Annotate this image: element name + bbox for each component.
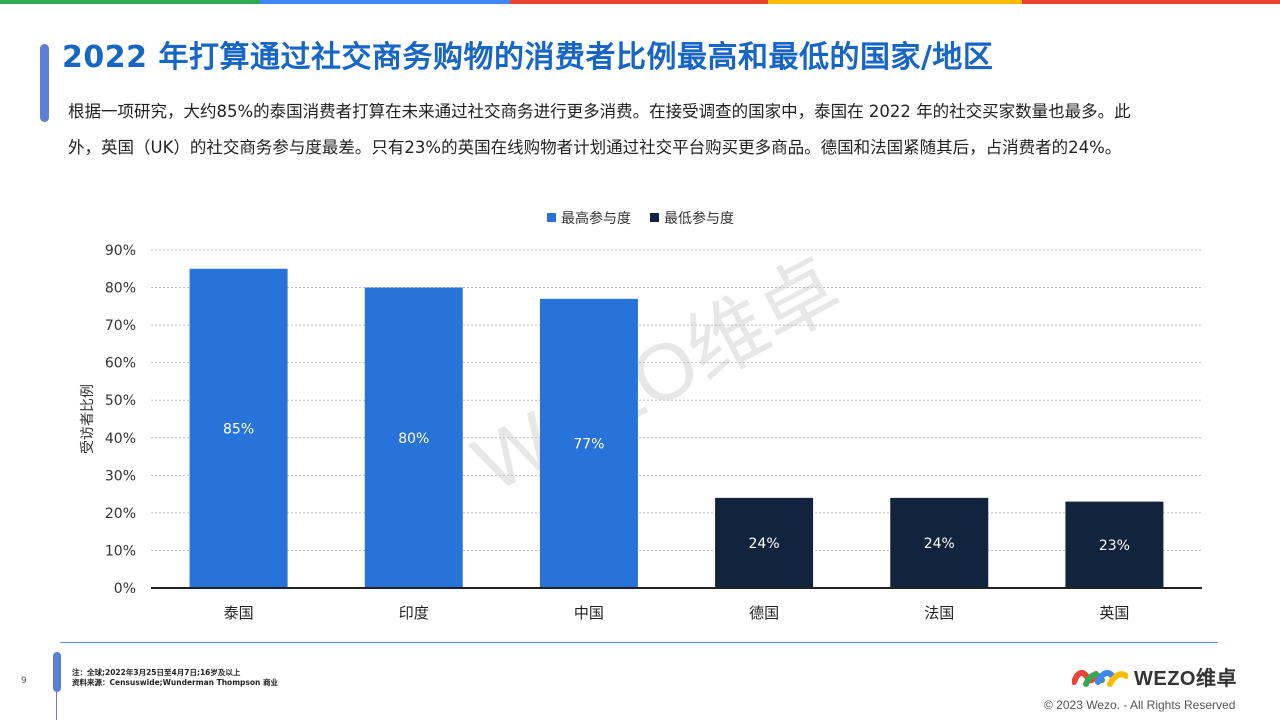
bar-value-label: 24% — [749, 536, 780, 552]
bar — [1065, 501, 1164, 588]
x-tick-label: 中国 — [574, 604, 604, 622]
bar-value-label: 77% — [573, 436, 604, 452]
bar — [890, 497, 989, 588]
title-accent-bar — [40, 44, 49, 122]
legend-label: 最高参与度 — [561, 210, 631, 227]
top-color-bar — [0, 0, 1280, 4]
y-tick-label: 30% — [105, 468, 136, 484]
bar-value-label: 24% — [924, 536, 955, 552]
page-number: 9 — [21, 676, 27, 686]
footer-accent-bar — [53, 652, 61, 692]
page-title: 2022 年打算通过社交商务购物的消费者比例最高和最低的国家/地区 — [62, 40, 994, 75]
bar-chart: WEZO维卓 最高参与度 最低参与度 0% 10% 20% 30% 40% 50% 60% 70… — [80, 210, 1202, 622]
bar-value-label: 23% — [1099, 538, 1130, 554]
x-tick-label: 法国 — [924, 604, 954, 622]
bar — [715, 497, 814, 588]
bar — [364, 287, 463, 588]
y-axis-label: 受访者比例 — [80, 384, 96, 454]
x-tick-label: 英国 — [1099, 604, 1129, 622]
logo-text: WEZO维卓 — [1134, 668, 1237, 690]
y-tick-label: 0% — [114, 581, 136, 597]
watermark: WEZO维卓 — [460, 243, 855, 509]
footer-notes: 注：全球;2022年3月25日至4月7日;16岁及以上 资料来源：Censusw… — [72, 668, 278, 688]
bar-value-label: 80% — [398, 431, 429, 447]
wezo-logo-icon — [1072, 669, 1128, 687]
y-tick-label: 90% — [105, 243, 136, 259]
y-tick-label: 10% — [105, 543, 136, 559]
chart-bars: 85% 80% 77% 24% 24% 23% — [189, 268, 1164, 588]
footer-divider — [60, 642, 1218, 643]
bar-value-label: 85% — [223, 421, 254, 437]
copyright: © 2023 Wezo. - All Rights Reserved — [1044, 698, 1236, 712]
legend-swatch — [650, 213, 659, 222]
y-tick-label: 20% — [105, 506, 136, 522]
footer-source: 资料来源：Censuswide;Wunderman Thompson 商业 — [72, 678, 278, 687]
legend-swatch — [547, 213, 556, 222]
legend-label: 最低参与度 — [664, 210, 734, 227]
y-tick-label: 60% — [105, 356, 136, 372]
y-tick-label: 70% — [105, 318, 136, 334]
x-axis: 泰国 印度 中国 德国 法国 英国 — [224, 604, 1130, 622]
x-tick-label: 德国 — [749, 604, 779, 622]
brand-logo: WEZO维卓 — [1072, 662, 1237, 691]
footer-vertical-line — [56, 692, 57, 720]
chart-legend: 最高参与度 最低参与度 — [547, 210, 734, 227]
y-tick-label: 50% — [105, 393, 136, 409]
y-tick-label: 40% — [105, 431, 136, 447]
bar — [539, 298, 638, 588]
y-axis: 0% 10% 20% 30% 40% 50% 60% 70% 80% 90% — [105, 243, 136, 597]
footer-note: 注：全球;2022年3月25日至4月7日;16岁及以上 — [72, 668, 241, 677]
x-tick-label: 印度 — [399, 604, 429, 622]
bar — [189, 268, 288, 588]
page-description: 根据一项研究，大约85%的泰国消费者打算在未来通过社交商务进行更多消费。在接受调… — [68, 102, 1131, 157]
y-tick-label: 80% — [105, 281, 136, 297]
chart-gridlines — [151, 249, 1202, 551]
x-tick-label: 泰国 — [224, 604, 254, 622]
